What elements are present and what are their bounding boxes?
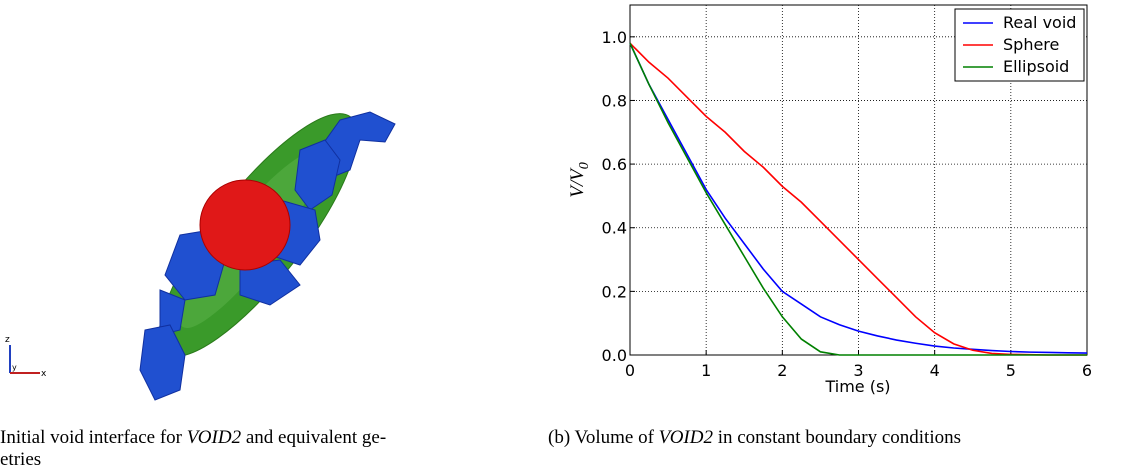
- x-tick-label: 5: [1006, 361, 1016, 380]
- void-blobs: [139, 111, 396, 401]
- caption-text: and equivalent ge-: [241, 427, 386, 448]
- caption-b: (b) Volume of VOID2 in constant boundary…: [548, 427, 961, 448]
- x-tick-label: 2: [777, 361, 787, 380]
- y-label-main: V/V: [567, 167, 588, 198]
- x-tick-label: 3: [853, 361, 863, 380]
- x-tick-label: 6: [1082, 361, 1092, 380]
- caption-text: in constant boundary conditions: [713, 427, 961, 448]
- caption-text: Initial void interface for: [0, 427, 187, 448]
- caption-emph: VOID2: [659, 427, 714, 448]
- y-tick-label: 0.4: [602, 219, 627, 238]
- y-tick-label: 0.6: [602, 155, 627, 174]
- legend-label: Ellipsoid: [1003, 57, 1069, 76]
- y-tick-label: 1.0: [602, 28, 627, 47]
- sphere-shape: [199, 179, 291, 271]
- series-line: [629, 42, 1087, 356]
- y-tick-label: 0.2: [602, 282, 627, 301]
- y-tick-label: 0.0: [602, 346, 627, 365]
- x-tick-label: 4: [930, 361, 940, 380]
- legend-label: Real void: [1003, 13, 1076, 32]
- y-label-sub: 0: [577, 162, 592, 169]
- render-3d: z x y: [5, 111, 396, 401]
- caption-emph: VOID2: [187, 427, 242, 448]
- y-axis-label: V/V0: [567, 162, 592, 198]
- x-axis-label: Time (s): [824, 377, 890, 396]
- x-tick-label: 1: [701, 361, 711, 380]
- series-line: [629, 42, 1088, 354]
- caption-text: (b) Volume of: [548, 427, 659, 448]
- caption-a: Initial void interface for VOID2 and equ…: [0, 427, 386, 448]
- triad-label: x: [41, 369, 47, 379]
- triad-label: y: [12, 363, 17, 372]
- triad-label: z: [5, 335, 10, 345]
- x-tick-label: 0: [625, 361, 635, 380]
- caption-a-line2: etries: [0, 449, 41, 470]
- y-tick-label: 0.8: [602, 91, 627, 110]
- legend-label: Sphere: [1003, 35, 1059, 54]
